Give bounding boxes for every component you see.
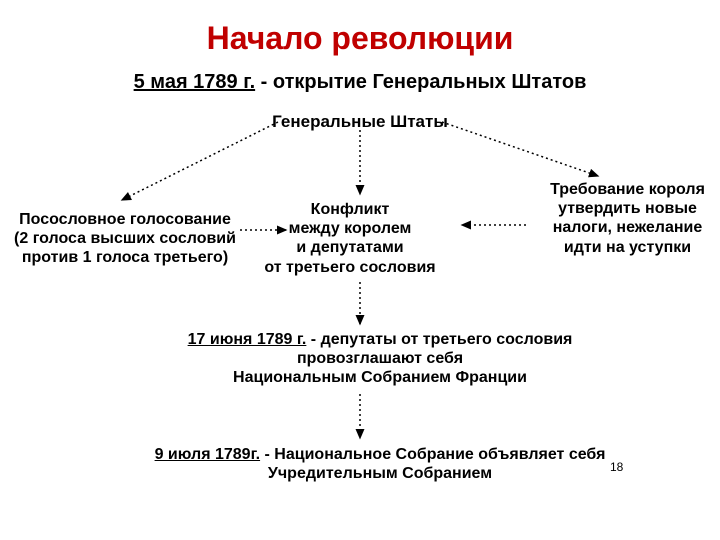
branch-right: Требование короля утвердить новые налоги… [530,180,720,257]
event-2: 9 июля 1789г. - Национальное Собрание об… [130,445,630,483]
subtitle: 5 мая 1789 г. - открытие Генеральных Шта… [0,70,720,94]
branch-right-l3: налоги, нежелание [553,219,703,236]
branch-mid-l4: от третьего сословия [264,259,435,276]
event-1-rest: - депутаты от третьего сословия [306,331,572,348]
branch-left-l2: (2 голоса высших сословий [14,230,236,247]
branch-mid-l2: между королем [289,220,412,237]
branch-left: Посословное голосование (2 голоса высших… [10,210,240,268]
branch-left-l3: против 1 голоса третьего) [22,249,228,266]
page-number: 18 [610,460,623,474]
subtitle-rest: - открытие Генеральных Штатов [255,71,586,93]
page-title: Начало революции [0,20,720,57]
branch-right-l4: идти на уступки [564,239,691,256]
branch-left-l1: Посословное голосование [19,211,231,228]
root-node: Генеральные Штаты [0,112,720,132]
event-1-date: 17 июня 1789 г. [188,331,307,348]
event-1-l2: провозглашают себя [297,350,463,367]
branch-mid-l3: и депутатами [296,239,403,256]
branch-mid: Конфликт между королем и депутатами от т… [250,200,450,277]
subtitle-date: 5 мая 1789 г. [134,71,256,93]
branch-right-l1: Требование короля [550,181,705,198]
event-1: 17 июня 1789 г. - депутаты от третьего с… [130,330,630,388]
branch-right-l2: утвердить новые [558,200,697,217]
event-2-rest: - Национальное Собрание объявляет себя [265,446,606,463]
event-1-l3: Национальным Собранием Франции [233,369,527,386]
event-2-l2: Учредительным Собранием [268,465,492,482]
branch-mid-l1: Конфликт [311,201,390,218]
event-2-date: 9 июля 1789г. [155,446,261,463]
